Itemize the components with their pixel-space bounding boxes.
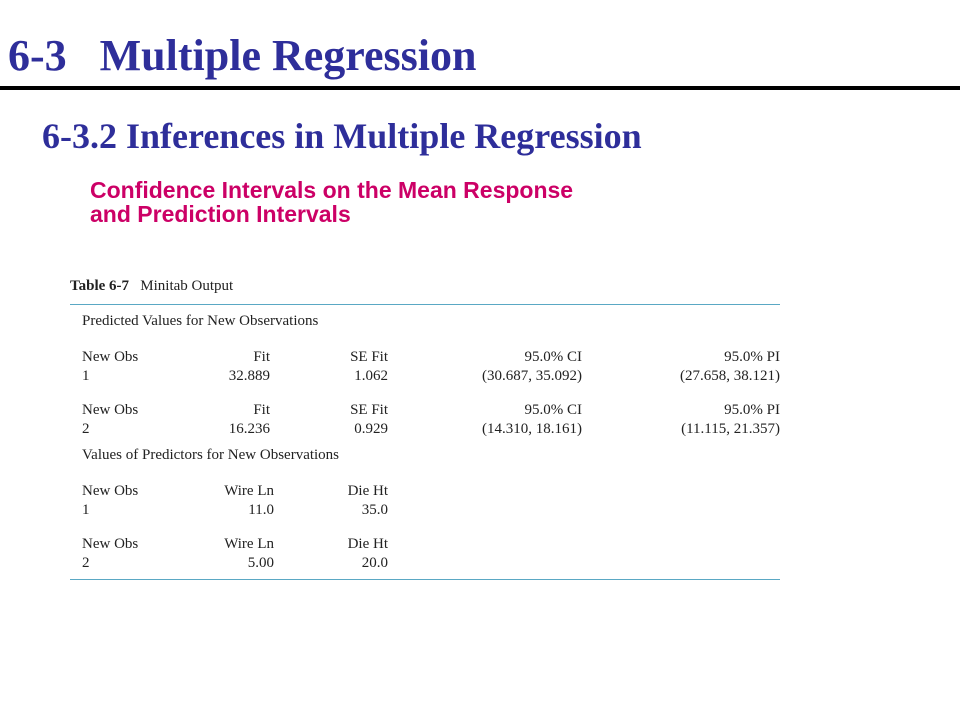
new-obs-value: 1 [82,502,90,518]
pi-header: 95.0% PI [724,349,780,365]
new-obs-value: 2 [82,421,90,437]
table-caption: Table 6-7 Minitab Output [70,278,780,304]
predicted-values-heading: Predicted Values for New Observations [82,313,319,329]
wire-ln-header: Wire Ln [224,536,274,552]
topic-heading: Confidence Intervals on the Mean Respons… [90,178,810,226]
die-ht-header: Die Ht [347,483,388,499]
new-obs-header: New Obs [82,349,139,365]
se-fit-header: SE Fit [350,349,388,365]
table-caption-text: Minitab Output [140,278,234,294]
slide-title: 6-3 Multiple Regression [8,31,477,80]
wire-ln-value: 11.0 [248,502,274,518]
se-fit-value: 1.062 [354,368,388,384]
die-ht-header: Die Ht [347,536,388,552]
minitab-output-table: Table 6-7 Minitab Output Predicted Value… [70,278,780,580]
se-fit-header: SE Fit [350,402,388,418]
predictor-values-heading: Values of Predictors for New Observation… [82,447,340,463]
fit-value: 16.236 [228,421,270,437]
table-label: Table 6-7 [70,278,130,294]
wire-ln-value: 5.00 [247,555,274,571]
table-top-rule [70,304,780,305]
fit-value: 32.889 [228,368,270,384]
topic-line-2: and Prediction Intervals [90,201,351,227]
die-ht-value: 20.0 [361,555,388,571]
pi-value: (27.658, 38.121) [680,368,780,384]
predicted-row-group-1: New Obs Fit SE Fit 95.0% CI 95.0% PI 1 3… [70,333,780,386]
pi-value: (11.115, 21.357) [681,421,780,437]
predicted-row-group-2: New Obs Fit SE Fit 95.0% CI 95.0% PI 2 1… [70,386,780,439]
ci-value: (14.310, 18.161) [482,421,582,437]
die-ht-value: 35.0 [361,502,388,518]
new-obs-header: New Obs [82,402,139,418]
fit-header: Fit [253,402,270,418]
new-obs-value: 1 [82,368,90,384]
section-subtitle: 6-3.2 Inferences in Multiple Regression [42,116,642,156]
new-obs-header: New Obs [82,483,139,499]
table-bottom-rule [70,579,780,580]
predictor-row-group-1: New Obs Wire Ln Die Ht 1 11.0 35.0 [70,467,780,520]
fit-header: Fit [253,349,270,365]
pi-header: 95.0% PI [724,402,780,418]
ci-value: (30.687, 35.092) [482,368,582,384]
topic-line-1: Confidence Intervals on the Mean Respons… [90,177,574,203]
predictor-row-group-2: New Obs Wire Ln Die Ht 2 5.00 20.0 [70,520,780,573]
ci-header: 95.0% CI [524,402,583,418]
wire-ln-header: Wire Ln [224,483,274,499]
se-fit-value: 0.929 [354,421,388,437]
new-obs-header: New Obs [82,536,139,552]
ci-header: 95.0% CI [524,349,583,365]
new-obs-value: 2 [82,555,90,571]
title-underline [0,86,960,90]
